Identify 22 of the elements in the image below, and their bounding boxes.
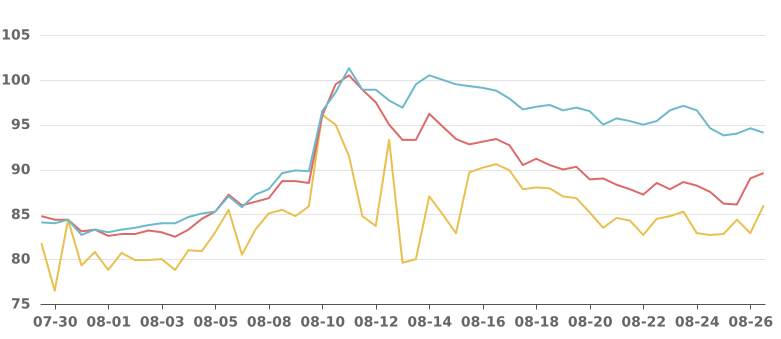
x-tick-label: 08-10 [300, 314, 346, 330]
y-tick-label: 75 [11, 296, 30, 312]
y-tick-label: 80 [11, 252, 31, 268]
x-tick-label: 08-08 [246, 314, 292, 330]
y-tick-label: 90 [11, 162, 31, 178]
x-tick-label: 08-14 [407, 314, 452, 330]
x-tick-label: 08-12 [354, 314, 399, 330]
x-tick-label: 08-18 [514, 314, 560, 330]
y-tick-label: 100 [1, 72, 31, 88]
y-tick-label: 95 [11, 117, 30, 134]
x-tick-label: 08-05 [193, 314, 238, 330]
x-tick-label: 08-24 [674, 314, 720, 330]
y-tick-label: 105 [1, 28, 30, 44]
x-tick-label: 08-22 [621, 314, 666, 330]
x-tick-label: 08-01 [86, 314, 132, 330]
x-tick-label: 08-16 [460, 314, 506, 330]
line-series [40, 114, 765, 292]
y-tick-label: 85 [11, 206, 30, 223]
x-tick-label: 08-26 [728, 314, 774, 330]
x-tick-label: 08-20 [568, 314, 613, 330]
x-tick-label: 07-30 [32, 314, 78, 330]
x-tick-label: 08-03 [140, 314, 185, 330]
